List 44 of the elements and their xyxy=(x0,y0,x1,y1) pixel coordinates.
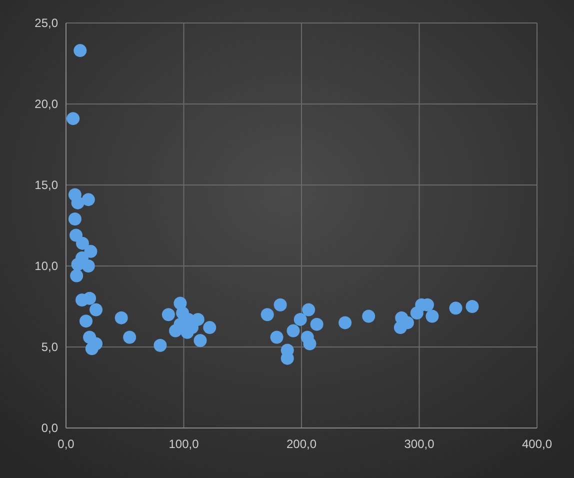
point xyxy=(286,324,300,338)
point xyxy=(270,330,284,344)
point xyxy=(260,308,274,322)
y-tick-label: 15,0 xyxy=(34,178,58,192)
point xyxy=(310,318,324,331)
point xyxy=(82,193,95,206)
point xyxy=(114,311,128,324)
point xyxy=(83,292,96,305)
point xyxy=(123,330,136,344)
point xyxy=(82,260,95,272)
point xyxy=(76,236,89,250)
point xyxy=(303,337,316,350)
point xyxy=(85,342,98,356)
point xyxy=(66,112,80,126)
point xyxy=(466,300,479,313)
point xyxy=(162,308,175,322)
x-tick-label: 100,0 xyxy=(168,437,200,451)
point xyxy=(71,196,84,210)
point xyxy=(294,312,307,326)
point xyxy=(274,298,287,312)
point xyxy=(194,334,207,348)
point xyxy=(362,310,376,323)
point xyxy=(426,310,439,323)
point xyxy=(449,302,462,315)
point xyxy=(80,314,93,328)
y-tick-label: 25,0 xyxy=(34,16,58,30)
x-tick-label: 300,0 xyxy=(404,437,435,451)
x-tick-label: 200,0 xyxy=(286,437,317,451)
point xyxy=(302,303,316,316)
point xyxy=(154,338,167,352)
point xyxy=(90,303,103,316)
y-tick-label: 5,0 xyxy=(41,340,58,354)
y-tick-label: 20,0 xyxy=(34,97,58,112)
point xyxy=(84,244,98,258)
point xyxy=(68,212,82,226)
x-tick-label: 400,0 xyxy=(522,437,552,451)
point xyxy=(203,321,216,334)
y-tick-label: 10,0 xyxy=(34,259,58,274)
point xyxy=(174,318,187,331)
point xyxy=(74,44,87,58)
point xyxy=(70,269,84,282)
y-tick-label: 0,0 xyxy=(41,421,58,436)
x-tick-label: 0,0 xyxy=(58,437,75,451)
point xyxy=(338,316,352,330)
